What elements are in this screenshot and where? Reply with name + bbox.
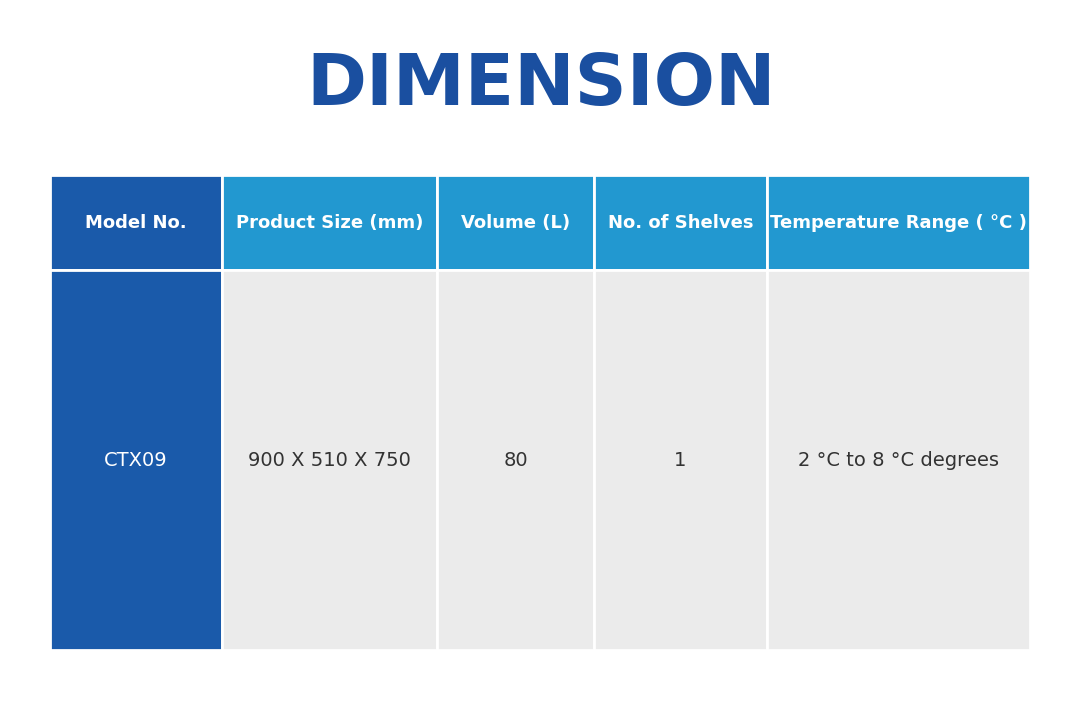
Bar: [438, 270, 593, 650]
Text: 80: 80: [504, 450, 527, 470]
Bar: [767, 175, 1030, 270]
Bar: [593, 270, 767, 650]
Text: Volume (L): Volume (L): [461, 214, 570, 232]
Bar: [222, 175, 438, 270]
Bar: [50, 270, 222, 650]
Text: CTX09: CTX09: [104, 450, 168, 470]
Text: Temperature Range ( °C ): Temperature Range ( °C ): [770, 214, 1027, 232]
Text: Product Size (mm): Product Size (mm): [236, 214, 423, 232]
Text: Model No.: Model No.: [86, 214, 186, 232]
Bar: [222, 270, 438, 650]
Bar: [593, 175, 767, 270]
Text: DIMENSION: DIMENSION: [306, 50, 777, 120]
Text: 2 °C to 8 °C degrees: 2 °C to 8 °C degrees: [798, 450, 999, 470]
Bar: [767, 270, 1030, 650]
Text: No. of Shelves: No. of Shelves: [608, 214, 754, 232]
Bar: [438, 175, 593, 270]
Text: 1: 1: [675, 450, 687, 470]
Bar: [50, 175, 222, 270]
Text: 900 X 510 X 750: 900 X 510 X 750: [248, 450, 410, 470]
